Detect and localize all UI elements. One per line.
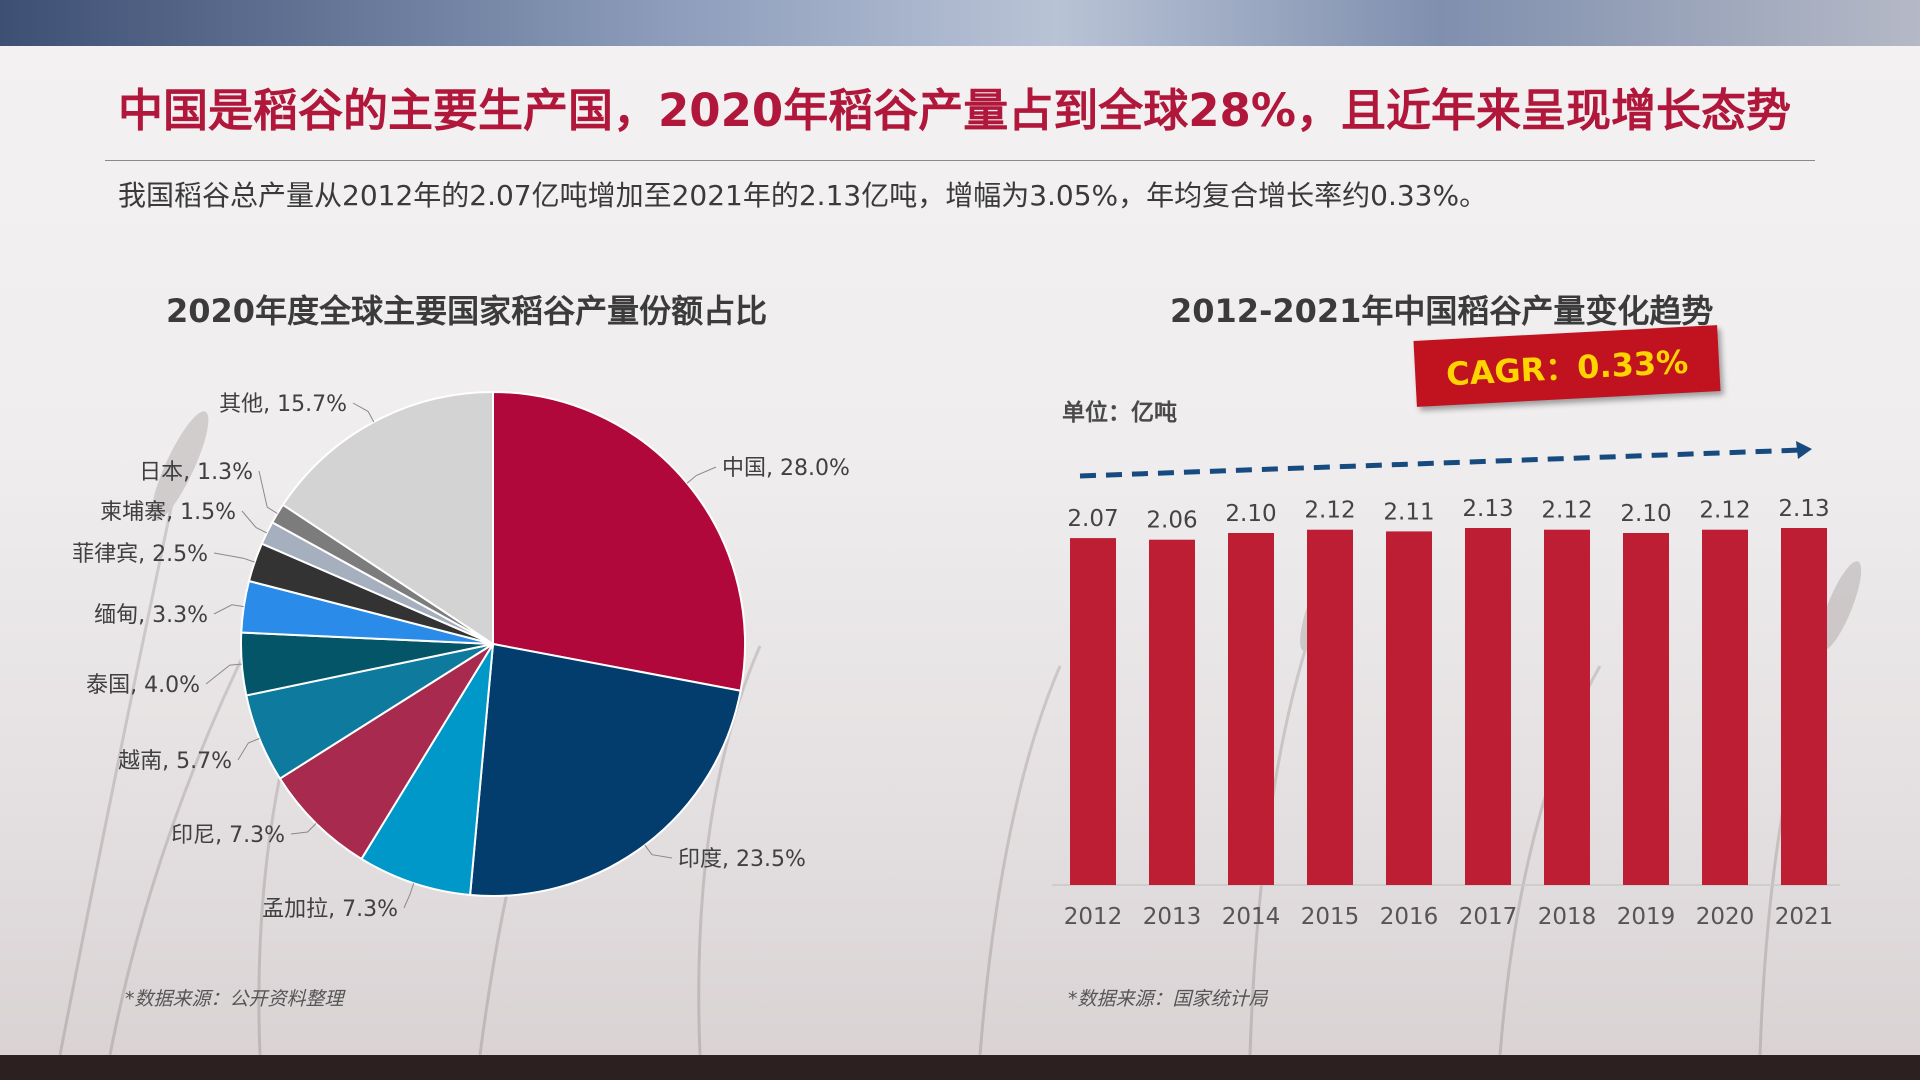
x-tick-label: 2018	[1538, 904, 1597, 930]
bar	[1228, 533, 1274, 885]
bar-value-label: 2.11	[1383, 499, 1434, 525]
pie-data-label: 柬埔寨, 1.5%	[100, 500, 236, 525]
bar	[1465, 528, 1511, 885]
pie-leader-line	[352, 402, 375, 423]
pie-slice	[492, 390, 746, 692]
pie-slice	[278, 643, 494, 861]
bar-value-label: 2.10	[1620, 501, 1671, 527]
bar-value-label: 2.10	[1225, 501, 1276, 527]
bar	[1623, 533, 1669, 885]
bar	[1307, 529, 1353, 885]
pie-leader-line	[213, 552, 255, 563]
pie-data-label: 菲律宾, 2.5%	[72, 542, 208, 567]
x-tick-label: 2021	[1775, 904, 1834, 930]
bottom-strip	[0, 1055, 1920, 1080]
pie-data-label: 中国, 28.0%	[722, 456, 850, 481]
bar-value-label: 2.12	[1304, 498, 1355, 524]
x-tick-label: 2015	[1301, 904, 1360, 930]
bar	[1386, 531, 1432, 885]
pie-data-label: 印尼, 7.3%	[171, 823, 285, 848]
bar-value-label: 2.13	[1778, 496, 1829, 522]
unit-label: 单位：亿吨	[1062, 400, 1177, 426]
cagr-label: CAGR：0.33%	[1445, 342, 1690, 394]
x-tick-label: 2020	[1696, 904, 1755, 930]
x-tick-label: 2017	[1459, 904, 1518, 930]
pie-leader-line	[290, 823, 317, 835]
pie-data-label: 日本, 1.3%	[139, 460, 253, 485]
pie-leader-line	[686, 466, 717, 484]
headline: 中国是稻谷的主要生产国，2020年稻谷产量占到全球28%，且近年来呈现增长态势	[118, 84, 1791, 137]
pie-leader-line	[241, 510, 268, 534]
pie-leader-line	[237, 738, 260, 761]
pie-leader-line	[644, 844, 673, 859]
pie-leader-line	[213, 604, 244, 615]
bar-chart-title: 2012-2021年中国稻谷产量变化趋势	[1170, 292, 1714, 330]
bar	[1702, 529, 1748, 885]
x-tick-label: 2016	[1380, 904, 1439, 930]
pie-slice	[469, 642, 742, 897]
bar	[1149, 539, 1195, 885]
pie-leader-line	[205, 663, 242, 685]
top-photo-strip	[0, 0, 1920, 46]
bar	[1544, 529, 1590, 885]
bar	[1070, 538, 1116, 885]
bar-chart: 2.07 2012 2.06 2013 2.10 2014 2.12 2015 2.11 2016…	[1052, 441, 1840, 930]
pie-data-label: 其他, 15.7%	[219, 392, 347, 417]
pie-data-label: 缅甸, 3.3%	[94, 603, 208, 628]
x-tick-label: 2013	[1143, 904, 1202, 930]
x-tick-label: 2014	[1222, 904, 1281, 930]
bar-value-label: 2.12	[1699, 498, 1750, 524]
pie-chart-title: 2020年度全球主要国家稻谷产量份额占比	[166, 292, 768, 330]
bar-value-label: 2.12	[1541, 498, 1592, 524]
pie-slice	[360, 643, 494, 897]
x-tick-label: 2012	[1064, 904, 1123, 930]
x-tick-label: 2019	[1617, 904, 1676, 930]
pie-data-label: 越南, 5.7%	[118, 749, 232, 774]
pie-leader-line	[403, 883, 415, 909]
pie-data-label: 泰国, 4.0%	[86, 673, 200, 698]
pie-data-label: 孟加拉, 7.3%	[262, 897, 398, 922]
bar-value-label: 2.13	[1462, 496, 1513, 522]
bar-value-label: 2.07	[1067, 506, 1118, 532]
pie-leader-line	[258, 470, 278, 514]
trend-arrow-line	[1079, 447, 1803, 479]
bar-value-label: 2.06	[1146, 508, 1197, 534]
pie-slice	[281, 390, 494, 646]
title-divider	[105, 160, 1815, 161]
pie-source-note: *数据来源：公开资料整理	[125, 988, 344, 1010]
bar-source-note: *数据来源：国家统计局	[1068, 988, 1268, 1010]
pie-chart: 中国, 28.0% 印度, 23.5% 孟加拉, 7.3% 印尼, 7.3% 越南, 5…	[72, 390, 850, 922]
bar	[1781, 528, 1827, 885]
trend-arrowhead	[1796, 441, 1812, 459]
summary-text: 我国稻谷总产量从2012年的2.07亿吨增加至2021年的2.13亿吨，增幅为3…	[118, 179, 1488, 212]
pie-data-label: 印度, 23.5%	[678, 847, 806, 872]
